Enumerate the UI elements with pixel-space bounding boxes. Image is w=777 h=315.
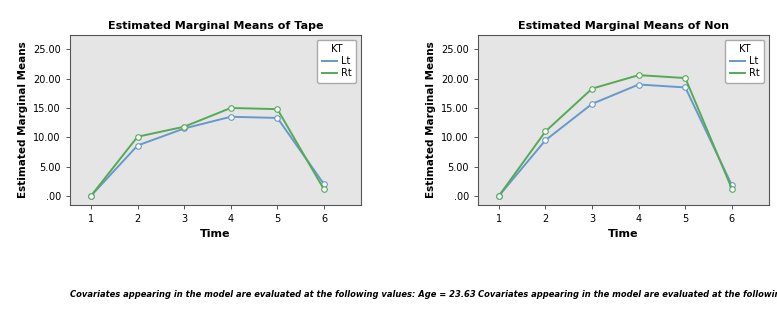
Lt <box>179 127 189 130</box>
Rt <box>494 194 503 198</box>
Lt <box>86 194 96 198</box>
Rt <box>179 125 189 129</box>
Lt <box>133 144 142 147</box>
X-axis label: Time: Time <box>608 229 639 239</box>
Rt <box>319 188 329 192</box>
Text: Covariates appearing in the model are evaluated at the following values: Age = 2: Covariates appearing in the model are ev… <box>70 290 476 299</box>
Line: Lt: Lt <box>496 82 735 199</box>
Lt <box>226 115 235 119</box>
X-axis label: Time: Time <box>200 229 231 239</box>
Lt <box>541 138 550 142</box>
Line: Rt: Rt <box>88 105 327 199</box>
Title: Estimated Marginal Means of Tape: Estimated Marginal Means of Tape <box>108 21 323 31</box>
Rt <box>634 73 643 77</box>
Rt <box>587 87 597 90</box>
Legend: Lt, Rt: Lt, Rt <box>726 39 765 83</box>
Rt <box>681 76 690 80</box>
Lt <box>727 184 737 187</box>
Rt <box>541 129 550 133</box>
Rt <box>226 106 235 110</box>
Y-axis label: Estimated Marginal Means: Estimated Marginal Means <box>18 41 28 198</box>
Y-axis label: Estimated Marginal Means: Estimated Marginal Means <box>426 41 436 198</box>
Legend: Lt, Rt: Lt, Rt <box>318 39 357 83</box>
Rt <box>273 107 282 111</box>
Rt <box>86 194 96 198</box>
Rt <box>133 135 142 139</box>
Lt <box>681 86 690 89</box>
Lt <box>494 194 503 198</box>
Lt <box>273 116 282 120</box>
Lt <box>587 102 597 106</box>
Lt <box>634 83 643 86</box>
Line: Rt: Rt <box>496 72 735 199</box>
Title: Estimated Marginal Means of Non: Estimated Marginal Means of Non <box>518 21 729 31</box>
Lt <box>319 182 329 186</box>
Rt <box>727 187 737 191</box>
Text: Covariates appearing in the model are evaluated at the following values: Age = 2: Covariates appearing in the model are ev… <box>478 290 777 299</box>
Line: Lt: Lt <box>88 114 327 199</box>
